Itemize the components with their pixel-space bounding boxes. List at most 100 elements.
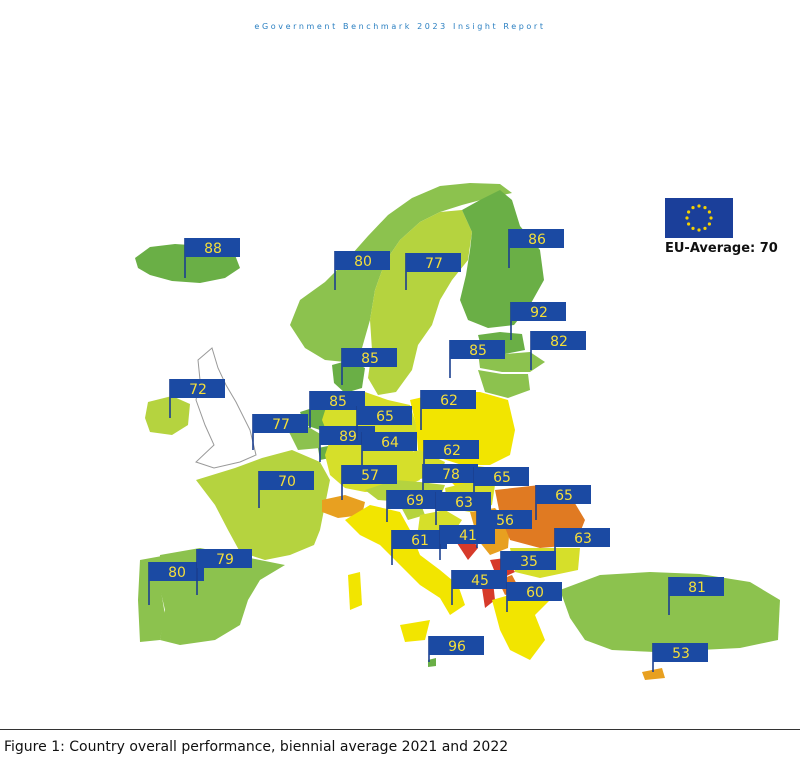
- score-label: 69: [406, 493, 424, 509]
- flag-box: [477, 510, 532, 529]
- country-turkey: [560, 572, 780, 652]
- flag-box: [474, 467, 529, 486]
- flag-box: [423, 464, 478, 483]
- flag-north-macedonia: 60: [506, 582, 562, 612]
- flag-box: [310, 391, 365, 410]
- report-header: eGovernment Benchmark 2023 Insight Repor…: [254, 22, 546, 31]
- score-label: 60: [526, 585, 544, 601]
- score-label: 85: [329, 394, 347, 410]
- flag-belgium: 77: [252, 414, 308, 450]
- score-label: 85: [469, 343, 487, 359]
- score-label: 57: [361, 468, 379, 484]
- flag-austria: 78: [422, 464, 478, 498]
- caption-rule: [0, 729, 800, 730]
- flag-box: [259, 471, 314, 490]
- flag-malta: 96: [428, 636, 484, 662]
- score-label: 62: [443, 443, 461, 459]
- country-denmark: [332, 360, 365, 393]
- country-ireland: [145, 396, 190, 435]
- star-icon: [697, 204, 701, 208]
- flag-box: [392, 530, 447, 549]
- score-label: 78: [442, 467, 460, 483]
- score-label: 63: [455, 495, 473, 511]
- flag-box: [335, 251, 390, 270]
- score-label: 53: [672, 646, 690, 662]
- flag-box: [555, 528, 610, 547]
- star-icon: [703, 206, 707, 210]
- flag-czechia: 64: [361, 432, 417, 468]
- flag-slovakia: 62: [423, 440, 479, 475]
- country-switzerland: [322, 495, 365, 518]
- flag-croatia: 63: [435, 492, 491, 525]
- flag-box: [501, 551, 556, 570]
- flag-latvia: 82: [530, 331, 586, 370]
- country-italy-sardinia: [348, 572, 362, 610]
- score-label: 56: [496, 513, 514, 529]
- flag-box: [653, 643, 708, 662]
- flag-sweden: 77: [405, 253, 461, 290]
- country-italy: [345, 505, 465, 615]
- score-label: 82: [550, 334, 568, 350]
- flag-estonia: 92: [510, 302, 566, 340]
- flag-box: [669, 577, 724, 596]
- star-icon: [707, 222, 712, 226]
- flag-netherlands: 85: [309, 391, 365, 428]
- flag-poland: 62: [420, 390, 476, 430]
- score-label: 35: [520, 554, 538, 570]
- eu-average-label: EU-Average: 70: [665, 241, 778, 256]
- flag-spain: 79: [196, 549, 252, 595]
- score-label: 65: [555, 488, 573, 504]
- flag-box: [450, 340, 505, 359]
- flag-lithuania: 85: [449, 340, 505, 378]
- flag-italy: 61: [391, 530, 447, 565]
- flag-box: [507, 582, 562, 601]
- score-label: 79: [216, 552, 234, 568]
- score-label: 80: [168, 565, 186, 581]
- flag-hungary: 65: [473, 467, 529, 500]
- star-icon: [709, 216, 713, 220]
- star-icon: [691, 226, 695, 230]
- flag-box: [531, 331, 586, 350]
- score-label: 62: [440, 393, 458, 409]
- flag-box: [452, 570, 507, 589]
- score-label: 92: [530, 305, 548, 321]
- flag-box: [509, 229, 564, 248]
- flag-box: [536, 485, 591, 504]
- country-cyprus: [642, 668, 665, 680]
- score-label: 85: [361, 351, 379, 367]
- flag-romania: 65: [535, 485, 591, 520]
- flag-box: [440, 525, 495, 544]
- star-icon: [687, 210, 691, 214]
- score-label: 63: [574, 531, 592, 547]
- score-label: 65: [376, 409, 394, 425]
- flag-box: [342, 465, 397, 484]
- country-uk: [195, 347, 257, 469]
- figure-caption: Figure 1: Country overall performance, b…: [4, 739, 509, 755]
- score-label: 45: [471, 573, 489, 589]
- flag-serbia: 56: [476, 510, 532, 548]
- flag-bosnia-and-herzegovina: 41: [439, 525, 495, 560]
- flag-bulgaria: 63: [554, 528, 610, 562]
- flag-portugal: 80: [148, 562, 204, 605]
- flag-box: [253, 414, 308, 433]
- score-label: 72: [189, 382, 207, 398]
- score-label: 89: [339, 429, 357, 445]
- country-malta: [428, 658, 436, 667]
- score-label: 77: [425, 256, 443, 272]
- country-norway: [290, 183, 512, 362]
- flag-box: [387, 490, 442, 509]
- flag-iceland: 88: [184, 238, 240, 278]
- flag-box: [421, 390, 476, 409]
- flag-cyprus: 53: [652, 643, 708, 672]
- score-label: 96: [448, 639, 466, 655]
- flag-slovenia: 69: [386, 490, 442, 522]
- star-icon: [697, 228, 701, 232]
- country-finland: [460, 190, 544, 328]
- score-label: 77: [272, 417, 290, 433]
- flag-box: [436, 492, 491, 511]
- score-label: 41: [459, 528, 477, 544]
- country-lithuania: [478, 370, 530, 398]
- score-label: 81: [688, 580, 706, 596]
